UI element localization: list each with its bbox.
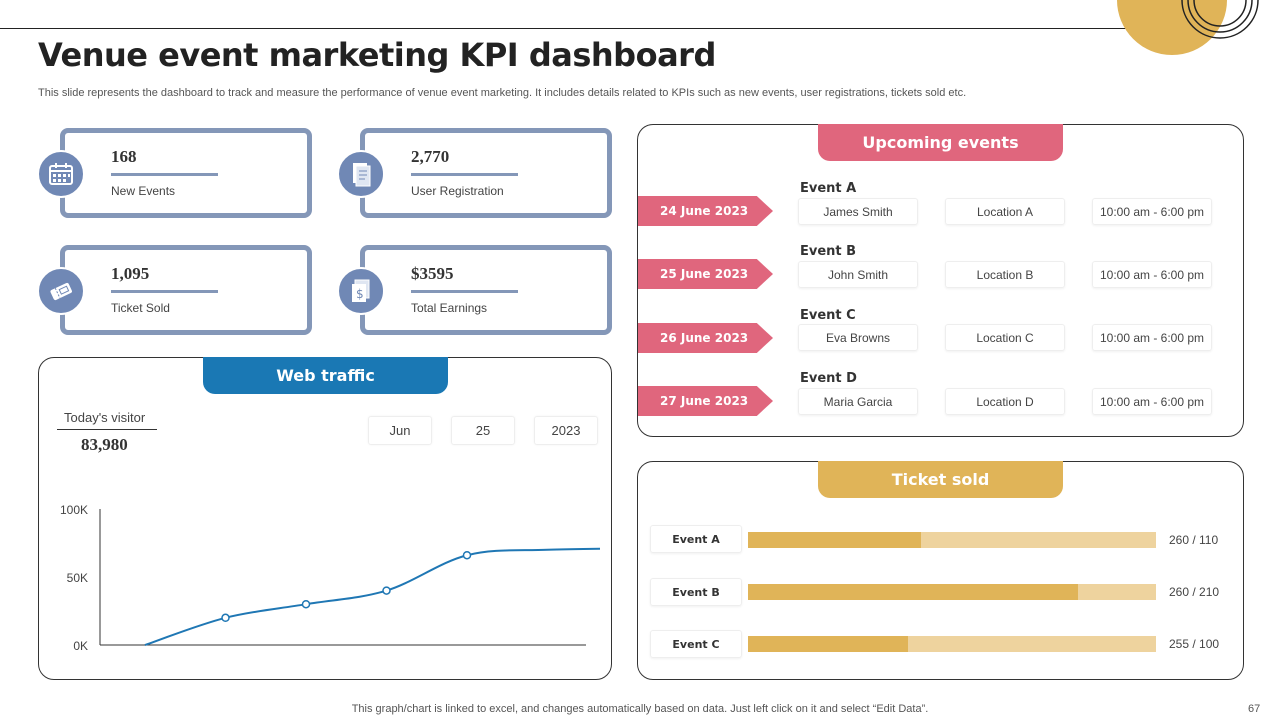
traffic-point <box>221 613 230 623</box>
kpi-value: 168 <box>111 147 137 166</box>
web-traffic-header: Web traffic <box>203 357 448 394</box>
y-tick-label: 100K <box>60 503 88 517</box>
todays-visitor-value: 83,980 <box>81 435 128 454</box>
event-location: Location C <box>945 324 1065 351</box>
kpi-label: User Registration <box>411 184 504 198</box>
event-time: 10:00 am - 6:00 pm <box>1092 261 1212 288</box>
ticket-progress-track <box>748 636 1156 652</box>
event-person: Maria Garcia <box>798 388 918 415</box>
traffic-point <box>301 599 311 609</box>
web-traffic-panel: Web traffic <box>38 357 612 680</box>
ticket-event-label: Event A <box>650 525 742 553</box>
event-date-arrow: 26 June 2023 <box>638 323 773 353</box>
kpi-underline <box>111 173 218 176</box>
kpi-label: Ticket Sold <box>111 301 170 315</box>
page-title: Venue event marketing KPI dashboard <box>38 36 716 74</box>
y-tick-label: 50K <box>67 571 88 585</box>
calendar-icon <box>37 150 85 198</box>
date-year-field[interactable]: 2023 <box>534 416 598 445</box>
earnings-icon: $ <box>337 267 385 315</box>
date-day-field[interactable]: 25 <box>451 416 515 445</box>
traffic-line <box>144 547 600 646</box>
ticket-count-text: 260 / 210 <box>1169 585 1220 599</box>
traffic-point <box>382 586 391 595</box>
kpi-card-total-earnings: $3595 Total Earnings <box>360 245 612 335</box>
top-divider <box>0 28 1140 29</box>
visitor-divider <box>57 429 157 430</box>
ticket-count-text: 260 / 110 <box>1169 533 1219 547</box>
ticket-progress-track <box>748 532 1156 548</box>
decorative-circles <box>1117 0 1259 55</box>
event-location: Location A <box>945 198 1065 225</box>
kpi-card-ticket-sold: 1,095 Ticket Sold <box>60 245 312 335</box>
ticket-progress-fill <box>748 532 921 548</box>
ticket-event-label: Event B <box>650 578 742 606</box>
ticket-icon <box>37 267 85 315</box>
event-person: John Smith <box>798 261 918 288</box>
kpi-label: Total Earnings <box>411 301 488 315</box>
ticket-progress-track <box>748 584 1156 600</box>
event-time: 10:00 am - 6:00 pm <box>1092 388 1212 415</box>
kpi-card-user-registration: 2,770 User Registration <box>360 128 612 218</box>
event-time: 10:00 am - 6:00 pm <box>1092 198 1212 225</box>
svg-text:$: $ <box>356 287 364 301</box>
event-name: Event A <box>800 181 857 196</box>
event-name: Event B <box>800 244 857 259</box>
kpi-underline <box>411 173 518 176</box>
ticket-sold-header: Ticket sold <box>818 461 1063 498</box>
event-time: 10:00 am - 6:00 pm <box>1092 324 1212 351</box>
kpi-value: $3595 <box>411 264 454 283</box>
event-name: Event C <box>800 308 856 323</box>
date-month-field[interactable]: Jun <box>368 416 432 445</box>
web-traffic-chart: 100K 50K 0K <box>60 503 600 653</box>
event-person: Eva Browns <box>798 324 918 351</box>
event-date-arrow: 24 June 2023 <box>638 196 773 226</box>
ticket-progress-fill <box>748 636 908 652</box>
event-name: Event D <box>800 371 857 386</box>
y-tick-label: 0K <box>73 639 88 653</box>
event-date-arrow: 27 June 2023 <box>638 386 773 416</box>
kpi-value: 1,095 <box>111 264 150 283</box>
event-person: James Smith <box>798 198 918 225</box>
footer-note: This graph/chart is linked to excel, and… <box>351 703 929 715</box>
event-location: Location D <box>945 388 1065 415</box>
traffic-point <box>462 550 472 560</box>
kpi-card-new-events: 168 New Events <box>60 128 312 218</box>
todays-visitor-label: Today's visitor <box>64 410 146 425</box>
kpi-underline <box>111 290 218 293</box>
upcoming-events-header: Upcoming events <box>818 124 1063 161</box>
page-subtitle: This slide represents the dashboard to t… <box>38 87 967 99</box>
event-location: Location B <box>945 261 1065 288</box>
event-date-arrow: 25 June 2023 <box>638 259 773 289</box>
registration-icon <box>337 150 385 198</box>
ticket-progress-fill <box>748 584 1078 600</box>
kpi-value: 2,770 <box>411 147 450 166</box>
kpi-label: New Events <box>111 184 176 198</box>
ticket-event-label: Event C <box>650 630 742 658</box>
kpi-underline <box>411 290 518 293</box>
page-number: 67 <box>1248 703 1261 715</box>
ticket-count-text: 255 / 100 <box>1169 637 1220 651</box>
